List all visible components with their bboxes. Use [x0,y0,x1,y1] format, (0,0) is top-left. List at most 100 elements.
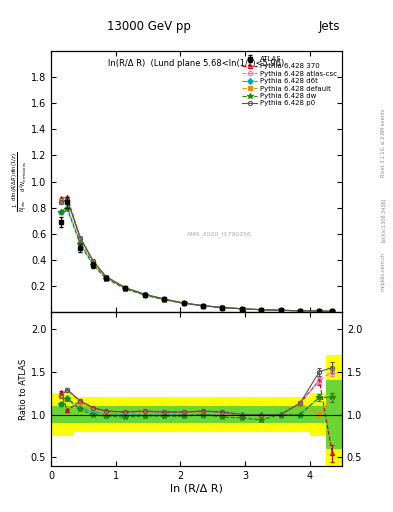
Pythia 6.428 dw [104,275,108,282]
Line: Pythia 6.428 default: Pythia 6.428 default [59,198,334,313]
Pythia 6.428 dw [200,303,205,309]
Pythia 6.428 atlas-csc [239,306,244,312]
Pythia 6.428 d6t [259,307,263,313]
Pythia 6.428 dw [239,306,244,312]
Pythia 6.428 default [239,306,244,312]
Pythia 6.428 dw [162,296,167,303]
Pythia 6.428 atlas-csc [59,199,63,205]
Pythia 6.428 p0 [317,308,321,314]
Y-axis label: $\frac{1}{N_\mathrm{jets}}\frac{\mathrm{d}\ln(R/\Delta R)\,\mathrm{d}\ln(1/z)}{\: $\frac{1}{N_\mathrm{jets}}\frac{\mathrm{… [11,152,29,212]
Pythia 6.428 p0 [298,308,302,314]
Pythia 6.428 atlas-csc [200,303,205,309]
Pythia 6.428 atlas-csc [317,308,321,314]
Pythia 6.428 default [123,285,128,291]
Pythia 6.428 370 [59,196,63,202]
Pythia 6.428 default [220,305,225,311]
Pythia 6.428 370 [220,304,225,310]
Line: Pythia 6.428 d6t: Pythia 6.428 d6t [59,205,334,313]
Pythia 6.428 d6t [330,308,334,314]
Pythia 6.428 d6t [317,308,321,314]
Text: Rivet 3.1.10, ≥ 2.8M events: Rivet 3.1.10, ≥ 2.8M events [381,109,386,178]
Pythia 6.428 dw [278,307,283,313]
Pythia 6.428 370 [91,258,95,264]
Pythia 6.428 370 [104,273,108,280]
Pythia 6.428 dw [298,308,302,314]
X-axis label: ln (R/Δ R): ln (R/Δ R) [170,483,223,494]
Pythia 6.428 dw [181,301,186,307]
Pythia 6.428 370 [330,308,334,314]
Pythia 6.428 370 [181,300,186,306]
Pythia 6.428 p0 [259,307,263,313]
Pythia 6.428 default [59,199,63,205]
Pythia 6.428 p0 [142,291,147,297]
Pythia 6.428 default [104,274,108,281]
Pythia 6.428 370 [142,291,147,297]
Pythia 6.428 370 [317,308,321,314]
Pythia 6.428 default [162,296,167,303]
Line: Pythia 6.428 dw: Pythia 6.428 dw [58,206,335,314]
Pythia 6.428 atlas-csc [330,308,334,314]
Pythia 6.428 p0 [65,197,70,203]
Pythia 6.428 370 [162,296,167,302]
Pythia 6.428 d6t [181,300,186,306]
Pythia 6.428 dw [123,286,128,292]
Pythia 6.428 dw [259,307,263,313]
Pythia 6.428 d6t [123,285,128,291]
Text: mcplots.cern.ch: mcplots.cern.ch [381,252,386,291]
Pythia 6.428 default [142,292,147,298]
Pythia 6.428 dw [78,241,83,247]
Pythia 6.428 atlas-csc [259,307,263,313]
Pythia 6.428 d6t [278,307,283,313]
Pythia 6.428 default [91,259,95,265]
Text: ln(R/Δ R)  (Lund plane 5.68<ln(1/z)<5.96): ln(R/Δ R) (Lund plane 5.68<ln(1/z)<5.96) [108,59,285,68]
Pythia 6.428 atlas-csc [91,258,95,264]
Pythia 6.428 p0 [59,199,63,205]
Pythia 6.428 default [65,197,70,203]
Pythia 6.428 default [259,307,263,313]
Pythia 6.428 dw [59,208,63,215]
Pythia 6.428 370 [65,194,70,200]
Pythia 6.428 370 [239,306,244,312]
Line: Pythia 6.428 p0: Pythia 6.428 p0 [59,198,334,313]
Pythia 6.428 370 [298,308,302,314]
Pythia 6.428 d6t [298,308,302,314]
Pythia 6.428 default [317,308,321,314]
Pythia 6.428 p0 [123,285,128,291]
Pythia 6.428 p0 [239,306,244,312]
Pythia 6.428 d6t [142,292,147,298]
Pythia 6.428 370 [278,307,283,313]
Pythia 6.428 atlas-csc [181,300,186,306]
Pythia 6.428 370 [123,285,128,291]
Pythia 6.428 p0 [78,234,83,241]
Pythia 6.428 default [181,300,186,306]
Pythia 6.428 d6t [220,305,225,311]
Pythia 6.428 default [298,308,302,314]
Pythia 6.428 default [78,236,83,242]
Pythia 6.428 d6t [162,296,167,303]
Y-axis label: Ratio to ATLAS: Ratio to ATLAS [19,358,28,419]
Legend: ATLAS, Pythia 6.428 370, Pythia 6.428 atlas-csc, Pythia 6.428 d6t, Pythia 6.428 : ATLAS, Pythia 6.428 370, Pythia 6.428 at… [241,55,338,108]
Pythia 6.428 d6t [200,303,205,309]
Pythia 6.428 p0 [104,273,108,280]
Pythia 6.428 370 [259,307,263,313]
Pythia 6.428 p0 [220,304,225,310]
Pythia 6.428 atlas-csc [65,197,70,203]
Pythia 6.428 atlas-csc [220,304,225,310]
Pythia 6.428 default [278,307,283,313]
Pythia 6.428 370 [78,234,83,241]
Pythia 6.428 atlas-csc [78,234,83,241]
Pythia 6.428 d6t [91,261,95,267]
Text: Jets: Jets [318,20,340,33]
Pythia 6.428 p0 [181,300,186,306]
Pythia 6.428 d6t [78,240,83,246]
Pythia 6.428 default [330,308,334,314]
Pythia 6.428 p0 [200,303,205,309]
Pythia 6.428 dw [317,308,321,314]
Line: Pythia 6.428 370: Pythia 6.428 370 [59,195,334,313]
Pythia 6.428 atlas-csc [162,296,167,302]
Pythia 6.428 atlas-csc [278,307,283,313]
Pythia 6.428 atlas-csc [104,273,108,280]
Text: 13000 GeV pp: 13000 GeV pp [107,20,191,33]
Pythia 6.428 d6t [59,208,63,215]
Pythia 6.428 p0 [278,307,283,313]
